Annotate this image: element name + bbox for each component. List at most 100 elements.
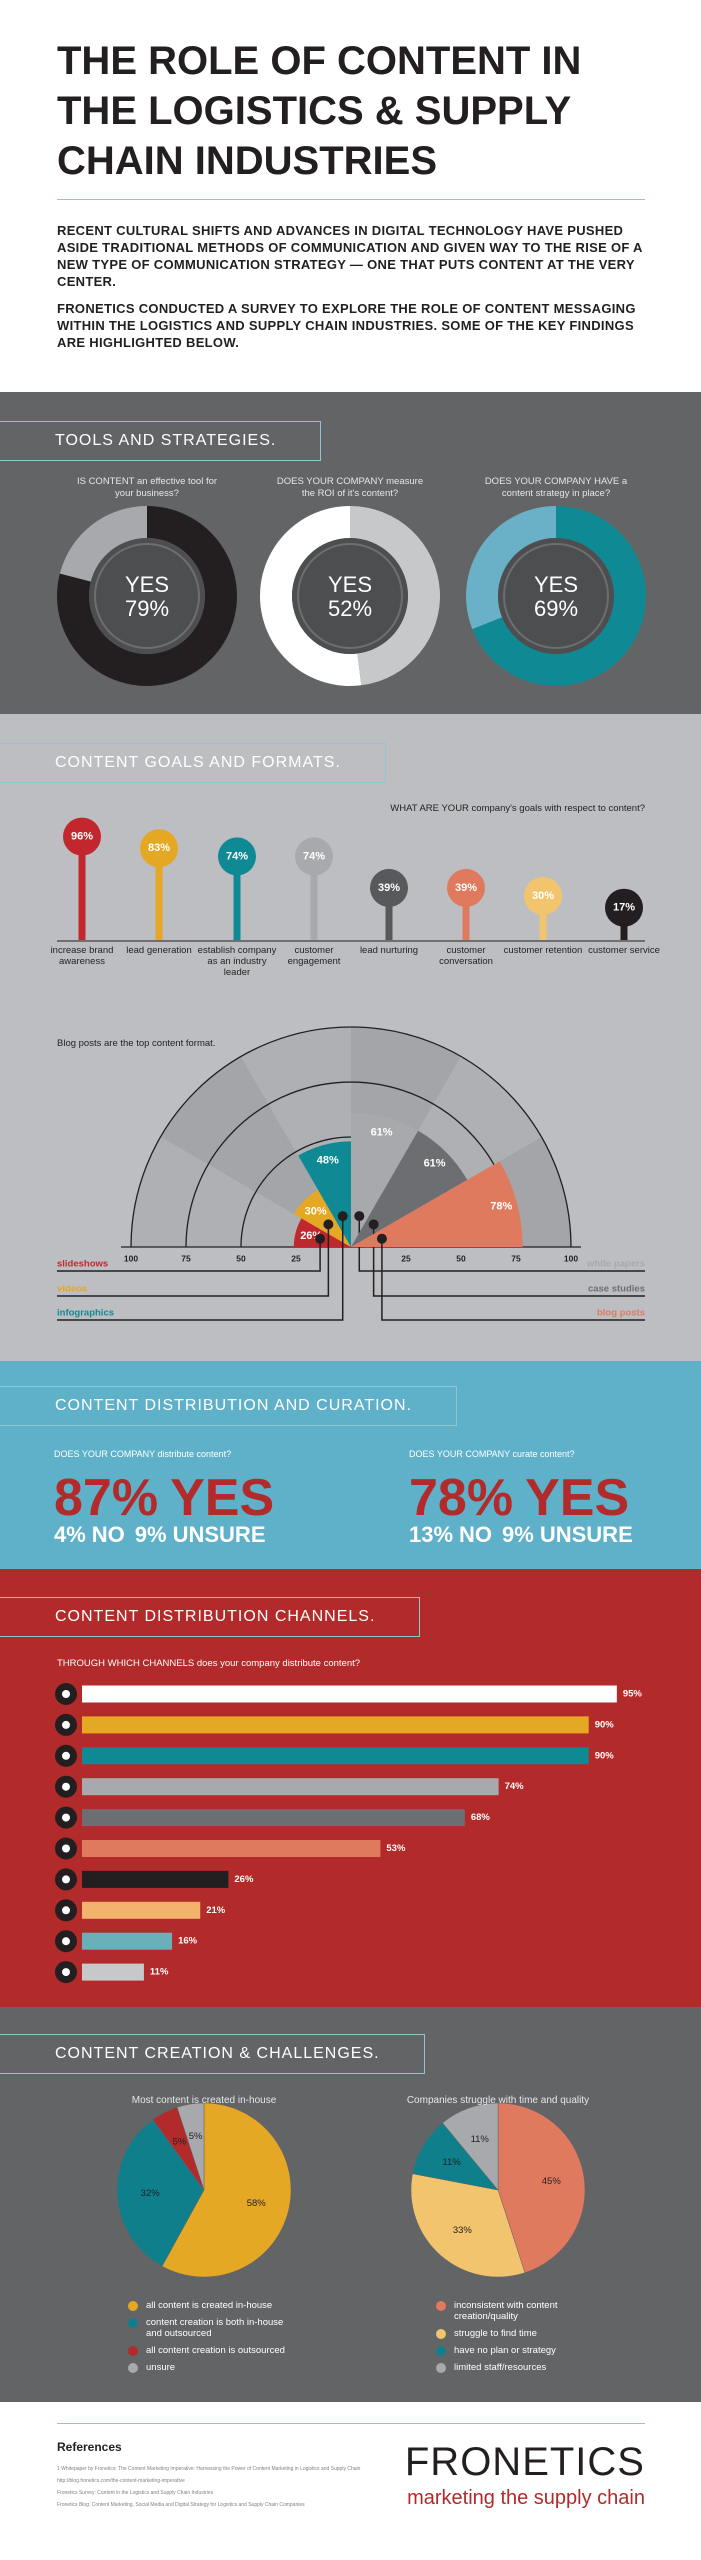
lollipop-head (524, 877, 562, 915)
value-label: 74% (303, 850, 325, 862)
value-label: 53% (386, 1843, 406, 1854)
reference-item: Fronetics Survey: Content in the Logisti… (57, 2490, 214, 2496)
background-sector (131, 1137, 351, 1247)
lollipop-head (605, 888, 643, 927)
donut-segment (260, 506, 362, 686)
value-label: 96% (71, 831, 93, 843)
value-label: 21% (206, 1905, 226, 1916)
radial-wedge (293, 1218, 351, 1247)
leader-dot (354, 1211, 365, 1222)
donut-category: YES (125, 572, 169, 597)
legend-swatch (436, 2301, 446, 2311)
stat-question: DOES YOUR COMPANY curate content? (409, 1449, 575, 1459)
legend-item: all content creation is outsourced (128, 2345, 298, 2356)
leader-line (57, 1238, 321, 1272)
value-label: 95% (623, 1689, 643, 1700)
legend-label: slideshows (57, 1259, 108, 1270)
chart-title: Most content is created in-house (131, 2095, 277, 2106)
bar (82, 1901, 201, 1919)
reference-item: http://blog.fronetics.com/the-content-ma… (57, 2478, 185, 2484)
legend-item: all content is created in-house (128, 2300, 298, 2311)
bar (82, 1747, 589, 1765)
legend-swatch (128, 2346, 138, 2356)
leader-dot (376, 1233, 387, 1244)
channel-icon-glyph (62, 1782, 70, 1791)
stat-main: 87% YES (54, 1468, 274, 1528)
value-label: 61% (371, 1127, 393, 1139)
leader-line (57, 1224, 330, 1297)
bar (82, 1778, 499, 1796)
chart-title: Companies struggle with time and quality (406, 2095, 590, 2106)
donut-inner-ring (503, 543, 609, 649)
stat-secondary: 4% NO 9% UNSURE (54, 1522, 266, 1548)
channel-icon-glyph (62, 1813, 70, 1822)
value-label: 78% (490, 1201, 512, 1213)
chart-title: WHAT ARE YOUR company's goals with respe… (390, 803, 645, 814)
references-title: References (57, 2440, 122, 2454)
lollipop-head (370, 868, 408, 907)
value-label: 11% (471, 2134, 490, 2145)
legend-label: struggle to find time (454, 2328, 537, 2339)
chart-title: THROUGH WHICH CHANNELS does your company… (57, 1658, 361, 1669)
lollipop-stem (462, 887, 470, 940)
intro-paragraph: RECENT CULTURAL SHIFTS AND ADVANCES IN D… (57, 223, 643, 289)
legend-item: limited staff/resources (436, 2362, 606, 2373)
stat-category: UNSURE (539, 1522, 633, 1547)
lollipop-stem (385, 887, 393, 940)
lollipop-stem (539, 896, 547, 940)
legend-label: case studies (588, 1284, 645, 1295)
legend-label: have no plan or strategy (454, 2345, 556, 2356)
leader-line (57, 1216, 344, 1321)
value-label: 61% (424, 1157, 446, 1169)
leader-dot (337, 1211, 348, 1222)
legend-item: unsure (128, 2362, 298, 2373)
donut-remainder (59, 506, 147, 582)
lollipop-stem (155, 848, 163, 940)
donut-hole (89, 538, 205, 654)
value-label: 83% (148, 842, 170, 854)
legend-label: infographics (57, 1308, 114, 1319)
bar (82, 1716, 589, 1734)
donut-inner-ring (94, 543, 200, 649)
channel-icon-glyph (62, 1937, 70, 1946)
legend: all content is created in-house content c… (128, 2300, 298, 2373)
stat-question: DOES YOUR COMPANY distribute content? (54, 1449, 232, 1459)
stat-value: 78% (409, 1469, 514, 1527)
section-title: CONTENT DISTRIBUTION AND CURATION. (0, 1386, 457, 1426)
donut-remainder (350, 506, 441, 686)
channel-icon-glyph (62, 1751, 70, 1760)
lollipop-head (140, 829, 178, 868)
section-title: TOOLS AND STRATEGIES. (0, 421, 322, 461)
category-label: customer retention (503, 945, 583, 956)
value-label: 48% (317, 1154, 339, 1166)
bar (82, 1685, 617, 1703)
radial-wedge (298, 1141, 351, 1247)
value-label: 5% (173, 2136, 187, 2147)
legend-label: videos (57, 1284, 87, 1295)
stat-category: YES (525, 1469, 630, 1527)
leader-line (381, 1238, 645, 1321)
lollipop-head (447, 868, 485, 907)
r-tick-label: 100 (124, 1253, 138, 1263)
section-title: CONTENT GOALS AND FORMATS. (0, 743, 386, 783)
r-tick-label: 100 (564, 1253, 578, 1263)
intro-paragraph: FRONETICS CONDUCTED A SURVEY TO EXPLORE … (57, 301, 636, 350)
pie-slice (410, 2173, 526, 2278)
donut-question: IS CONTENT an effective tool for your bu… (76, 476, 218, 499)
pie-slice (442, 2102, 499, 2191)
r-tick-label: 50 (236, 1253, 246, 1263)
channel-icon-glyph (62, 1968, 70, 1977)
category-label: lead generation (126, 945, 192, 956)
value-label: 39% (455, 882, 477, 894)
legend-item: inconsistent with content creation/quali… (436, 2300, 606, 2322)
value-label: 30% (305, 1206, 327, 1218)
legend-item: have no plan or strategy (436, 2345, 606, 2356)
donut-segment (472, 506, 646, 686)
section-bg (0, 1361, 701, 1569)
donut-remainder (466, 506, 556, 630)
category-label: customer engagement (287, 945, 341, 967)
legend-swatch (436, 2329, 446, 2339)
reference-item: Fronetics Blog: Content Marketing, Socia… (57, 2502, 305, 2508)
legend-label: content creation is both in-house and ou… (146, 2317, 284, 2339)
